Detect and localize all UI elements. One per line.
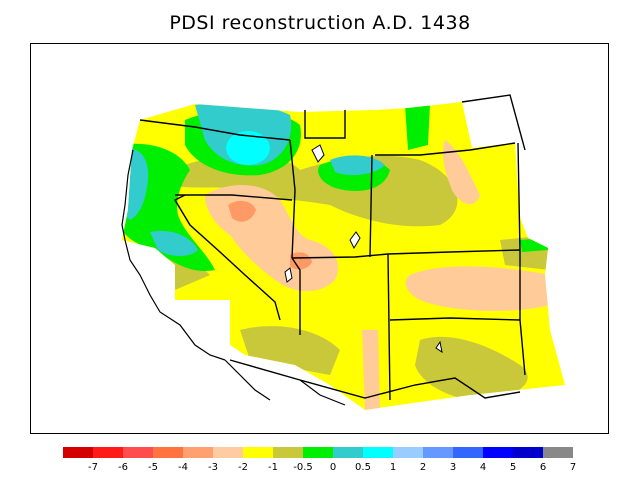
boundary-canada-border (139, 119, 291, 141)
legend-swatch (123, 447, 153, 458)
boundary-wyoming-west (369, 154, 373, 258)
coastline-pacific (121, 149, 226, 361)
water-features (284, 144, 443, 354)
legend-swatch (513, 447, 543, 458)
legend-swatch (63, 447, 93, 458)
legend-tick-label: -0.5 (293, 462, 313, 473)
boundary-idaho-west (289, 139, 296, 259)
legend-tick-label: -5 (148, 462, 158, 473)
boundary-canada-border-east (375, 142, 516, 156)
legend-swatch (453, 447, 483, 458)
legend-tick-label: -1 (268, 462, 278, 473)
boundary-northeast-frame (461, 94, 526, 151)
map-title: PDSI reconstruction A.D. 1438 (169, 12, 471, 34)
boundary-four-corners-ns (387, 253, 391, 401)
legend-tick-label: 0 (330, 462, 336, 473)
lake-tahoe (284, 267, 293, 283)
pdsi-zone-dry-northeast (442, 140, 480, 205)
legend-tick-label: -7 (88, 462, 98, 473)
coastline-baja (224, 359, 271, 401)
legend-tick-label: -6 (118, 462, 128, 473)
legend-swatch (273, 447, 303, 458)
pdsi-zone-dry-south (362, 330, 380, 410)
map-frame (30, 43, 609, 434)
boundary-utah-north (291, 253, 389, 259)
legend-tick-label: 3 (450, 462, 456, 473)
legend-tick-label: -3 (208, 462, 218, 473)
legend-swatch (483, 447, 513, 458)
boundary-colorado-north (387, 249, 521, 255)
legend-swatch (243, 447, 273, 458)
yellowstone-lake (311, 144, 325, 163)
legend-swatch (333, 447, 363, 458)
boundary-california-nevada (174, 194, 281, 321)
boundary-colorado-east (517, 142, 526, 376)
pdsi-zone-dry-strong-central (290, 252, 312, 270)
legend-tick-label: 0.5 (355, 462, 371, 473)
legend-swatch (153, 447, 183, 458)
legend-swatch (363, 447, 393, 458)
legend-tick-label: -4 (178, 462, 188, 473)
pdsi-zone-dry-strong-west (228, 200, 256, 222)
coastlines (121, 149, 346, 406)
legend-tick-label: 5 (510, 462, 516, 473)
pdsi-zone-wet-west (150, 230, 198, 256)
boundary-arizona-nm (389, 317, 521, 321)
pdsi-zone-slightly-wet-northeast (405, 104, 430, 150)
legend-swatch (393, 447, 423, 458)
legend-tick-label: 7 (570, 462, 576, 473)
boundary-utah-west (291, 257, 301, 335)
legend-tick-label: 6 (540, 462, 546, 473)
boundary-oregon-south (175, 194, 293, 201)
great-salt-lake (349, 231, 361, 250)
lake-mead (435, 340, 443, 354)
pdsi-zone-dry-east (405, 266, 550, 312)
pdsi-zone-very-wet-core (226, 131, 270, 165)
legend-tick-label: 4 (480, 462, 486, 473)
legend-swatch (93, 447, 123, 458)
boundary-montana-east (304, 110, 346, 139)
coastline-gulf-california (299, 379, 346, 406)
legend-swatch (213, 447, 243, 458)
pdsi-zone-slightly-dry-southeast (415, 336, 528, 400)
legend-swatch (183, 447, 213, 458)
legend-swatch (423, 447, 453, 458)
legend-tick-label: 2 (420, 462, 426, 473)
legend-tick-label: 1 (390, 462, 396, 473)
legend-swatch (543, 447, 573, 458)
legend-tick-label: -2 (238, 462, 248, 473)
legend-swatch (303, 447, 333, 458)
